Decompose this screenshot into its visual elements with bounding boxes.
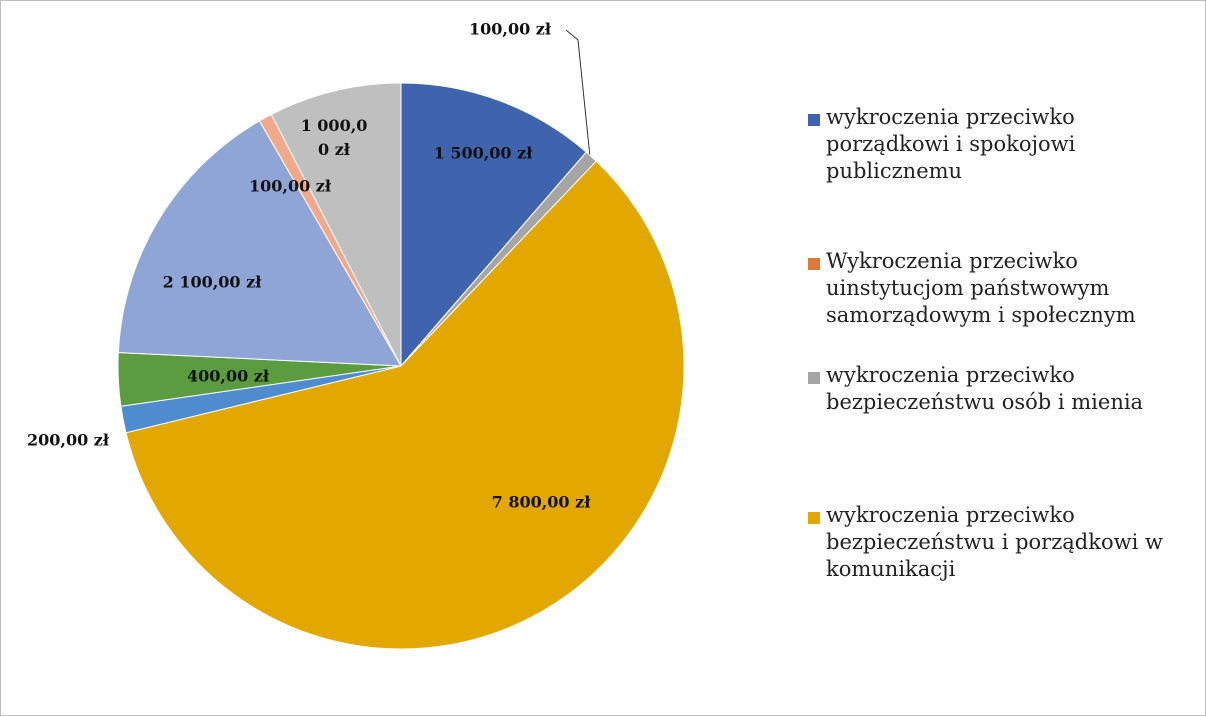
pie-slice xyxy=(117,120,402,367)
legend-entry: wykroczenia przeciwko bezpieczeństwu osó… xyxy=(826,363,1144,414)
legend-entry: Wykroczenia przeciwko uinstytucjom państ… xyxy=(826,249,1136,327)
pie-slice xyxy=(400,82,588,368)
data-label: 7 800,00 zł xyxy=(492,493,592,512)
data-label: 200,00 zł xyxy=(27,431,110,450)
legend-entry: wykroczenia przeciwko porządkowi i spoko… xyxy=(826,105,1076,183)
legend-entry: wykroczenia przeciwko bezpieczeństwu i p… xyxy=(826,503,1163,581)
data-label: 1 000,00 zł xyxy=(300,116,368,159)
data-label: 100,00 zł xyxy=(249,177,332,196)
data-label: 400,00 zł xyxy=(187,367,270,386)
legend-entry-text: wykroczenia przeciwko bezpieczeństwu osó… xyxy=(826,363,1144,414)
leader-line xyxy=(565,29,591,158)
legend-swatch xyxy=(808,372,820,384)
legend-swatch xyxy=(808,114,820,126)
data-label: 100,00 zł xyxy=(469,20,552,39)
pie-slice xyxy=(270,82,402,367)
data-label: 2 100,00 zł xyxy=(163,273,263,292)
legend-entry-text: wykroczenia przeciwko bezpieczeństwu i p… xyxy=(826,503,1163,581)
legend-entry-text: wykroczenia przeciwko porządkowi i spoko… xyxy=(826,105,1076,183)
legend-entry-text: Wykroczenia przeciwko uinstytucjom państ… xyxy=(826,249,1136,327)
data-label-text: 1 000,00 zł xyxy=(300,116,368,159)
data-label: 1 500,00 zł xyxy=(434,144,534,163)
legend-swatch xyxy=(808,512,820,524)
pie-slice xyxy=(125,160,685,650)
legend-swatch xyxy=(808,258,820,270)
